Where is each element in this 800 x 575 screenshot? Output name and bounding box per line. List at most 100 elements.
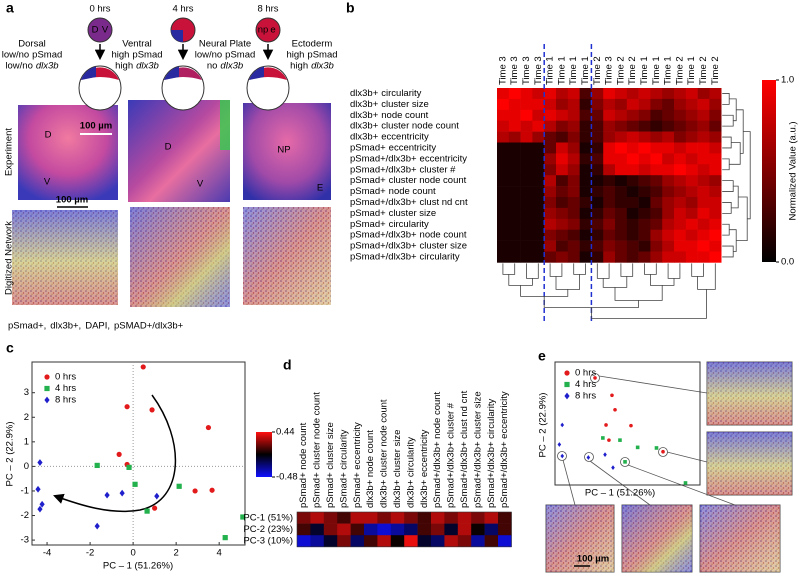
callout-line xyxy=(589,460,651,506)
data-point xyxy=(94,522,100,530)
heatmap-cell xyxy=(709,153,722,165)
heatmap-cell xyxy=(508,98,521,111)
heatmap-cell xyxy=(579,229,592,241)
heatmap-cell xyxy=(508,153,521,165)
heatmap-cell xyxy=(544,251,557,263)
description-line: pSmad xyxy=(225,50,255,61)
heatmap-frame xyxy=(296,511,512,548)
heatmap-cell xyxy=(431,523,445,536)
trajectory-arrow xyxy=(53,394,177,513)
callout-line xyxy=(666,451,708,463)
heatmap-cell xyxy=(579,186,592,198)
heatmap-cell xyxy=(674,120,687,132)
callout-circle xyxy=(557,451,567,461)
heatmap-cell xyxy=(497,142,510,154)
heatmap-cell xyxy=(685,218,698,230)
row-label: dlx3b+ xyxy=(350,132,379,143)
description-line: dlx3b xyxy=(311,61,334,72)
heatmap-cell xyxy=(556,207,569,220)
thumbnail xyxy=(707,432,792,495)
panel-label: c xyxy=(6,340,14,356)
heatmap-cell xyxy=(532,142,545,154)
row-label: pSmad+/dlx3b+ xyxy=(350,251,417,262)
column-label: pSmad+/dlx3b+ cluster # xyxy=(446,402,457,508)
legend-marker xyxy=(564,381,570,388)
heatmap-cell xyxy=(650,218,663,230)
heatmap-cell xyxy=(484,512,499,524)
heatmap-cell xyxy=(650,109,663,121)
description-line: dlx3b xyxy=(136,61,159,72)
heatmap-cell xyxy=(390,523,405,536)
column-label: Time 1 xyxy=(651,56,662,85)
data-point xyxy=(140,364,146,370)
description-line: dlx3b xyxy=(220,61,243,72)
heatmap-cell xyxy=(556,251,569,263)
heatmap-cell xyxy=(520,109,533,121)
heatmap-cell xyxy=(457,535,472,548)
heatmap-cell xyxy=(520,229,533,241)
heatmap-cell xyxy=(404,512,418,524)
heatmap-cell xyxy=(337,523,351,536)
heatmap-cell xyxy=(556,229,569,241)
row-label: PC-2 (23%) xyxy=(243,524,293,535)
heatmap-cell xyxy=(497,131,510,143)
heatmap-cell xyxy=(532,164,545,176)
row-label: dlx3b+ xyxy=(350,110,379,121)
column-label: Time 3 xyxy=(509,56,520,85)
heatmap-cell xyxy=(567,207,580,220)
heatmap-cell xyxy=(377,535,392,548)
data-point xyxy=(144,508,150,514)
column-label: pSmad+/dlx3b+ cluster size xyxy=(472,391,483,508)
heatmap-cell xyxy=(457,512,472,524)
heatmap-cell xyxy=(497,229,510,241)
heatmap-cell xyxy=(603,109,616,121)
legend-marker xyxy=(44,374,50,380)
heatmap-cell xyxy=(662,109,675,121)
legend-label: 0 hrs xyxy=(55,372,76,383)
column-label: Time 1 xyxy=(556,56,567,85)
data-point xyxy=(607,438,611,442)
heatmap-cell xyxy=(709,131,722,143)
heatmap-cell xyxy=(697,207,710,220)
heatmap-cell xyxy=(638,109,651,121)
heatmap-cell xyxy=(685,186,698,198)
heatmap-cell xyxy=(579,164,592,176)
data-point xyxy=(654,446,659,450)
heatmap-cell xyxy=(310,512,325,524)
heatmap-cell xyxy=(674,197,687,209)
data-point xyxy=(176,483,182,489)
heatmap-cell xyxy=(650,251,663,263)
heatmap-cell xyxy=(532,175,545,187)
heatmap-cell xyxy=(615,109,628,121)
heatmap-cell xyxy=(638,175,651,187)
image-label: V xyxy=(44,177,51,188)
plot-frame xyxy=(554,361,701,486)
panel-a-images xyxy=(12,100,331,307)
dendrogram xyxy=(591,289,707,319)
description-line: pSmad xyxy=(132,50,162,61)
row-label: pSmad+/dlx3b+ xyxy=(350,153,417,164)
heatmap-cell xyxy=(626,186,639,198)
heatmap-cell xyxy=(674,240,687,252)
panel-label: b xyxy=(346,0,355,16)
heatmap-cell xyxy=(650,229,663,241)
heatmap-cell xyxy=(390,512,405,524)
data-point xyxy=(604,423,608,427)
heatmap-cell xyxy=(544,109,557,121)
y-tick-label: -3 xyxy=(21,535,29,546)
heatmap-cell xyxy=(390,535,405,548)
row-label: cluster size xyxy=(420,241,468,252)
heatmap-cell xyxy=(674,164,687,176)
heatmap-cell xyxy=(556,142,569,154)
heatmap-cell xyxy=(497,218,510,230)
heatmap-cell xyxy=(497,240,510,252)
row-label: cluster size xyxy=(381,99,429,110)
heatmap-cell xyxy=(662,240,675,252)
heatmap-cell xyxy=(520,197,533,209)
heatmap-cell xyxy=(638,164,651,176)
heatmap-cell xyxy=(544,197,557,209)
heatmap-cell xyxy=(323,535,338,548)
y-tick-label: -2 xyxy=(21,510,29,521)
time-label: 8 hrs xyxy=(257,4,278,15)
heatmap-cell xyxy=(431,512,445,524)
